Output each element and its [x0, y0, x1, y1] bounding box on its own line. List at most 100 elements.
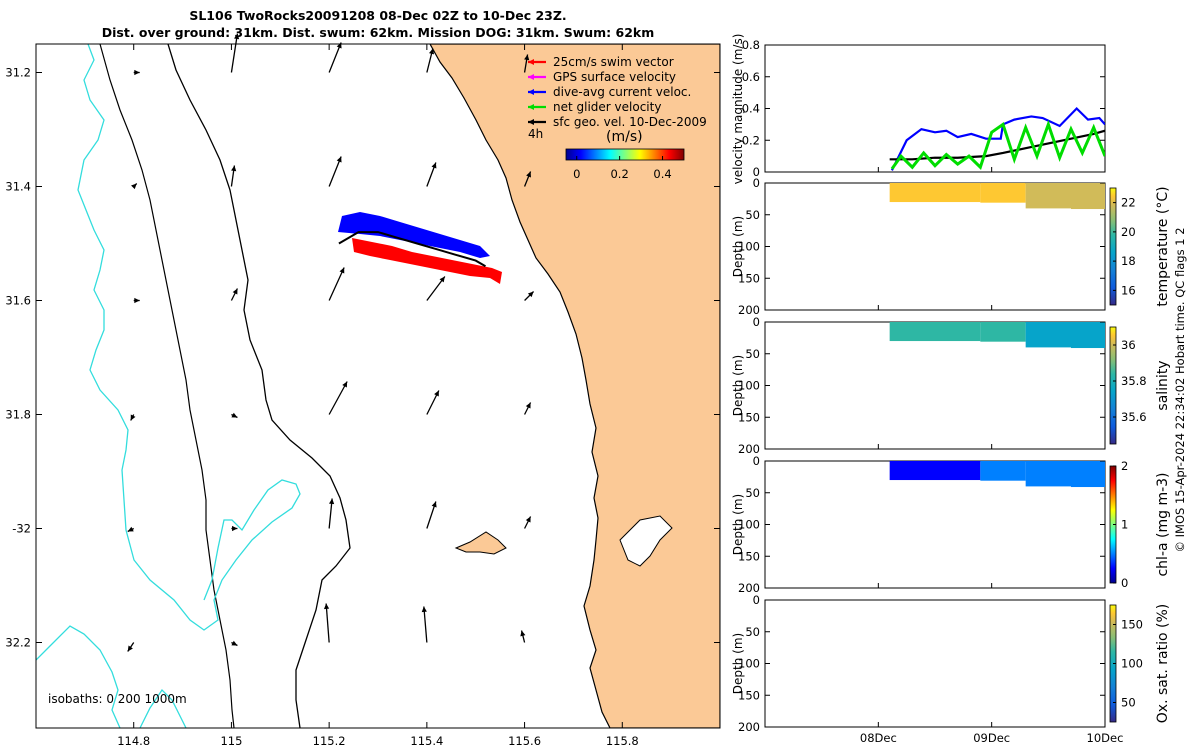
- depth-axes: [764, 599, 1106, 728]
- isobath-deep-3: [139, 688, 187, 728]
- map-xtick-label: 115.4: [410, 734, 443, 748]
- depth-colorbar-tick-label: 150: [1121, 618, 1143, 632]
- depth-cell: [980, 461, 1026, 481]
- depth-colorbar-label: chl-a (mg m-3): [1155, 472, 1171, 576]
- velocity-ytick-label: 0.4: [742, 102, 760, 116]
- map-ytick-label: 32.2: [5, 636, 31, 650]
- depth-cell: [980, 322, 1026, 342]
- depth-ytick-label: 200: [738, 303, 760, 317]
- map-ytick-label: 31.2: [5, 66, 31, 80]
- estuary: [619, 515, 673, 567]
- map-xtick-label: 115.8: [606, 734, 639, 748]
- isobath-1000: [99, 44, 235, 728]
- depth-xtick-label: 10Dec: [1087, 731, 1124, 745]
- velocity-ytick-label: 0.8: [742, 38, 760, 52]
- velocity-axes: [764, 44, 1106, 173]
- chart-title-line2: Dist. over ground: 31km. Dist. swum: 62k…: [102, 25, 655, 40]
- depth-ytick-label: 200: [738, 720, 760, 734]
- depth-cell: [935, 461, 981, 481]
- depth-ytick-label: 150: [738, 410, 760, 424]
- velocity-ytick-label: 0.2: [742, 133, 760, 147]
- geo-vector-head: [525, 516, 531, 523]
- depth-colorbar-label: salinity: [1155, 360, 1171, 410]
- depth-cell: [889, 183, 935, 203]
- depth-colorbar-tick-label: 36: [1121, 338, 1136, 352]
- depth-ytick-label: 50: [745, 347, 760, 361]
- depth-cell: [935, 322, 981, 342]
- isobath-deep: [77, 44, 301, 631]
- depth-ylabel: Depth (m): [731, 216, 745, 277]
- depth-ytick-label: 0: [753, 176, 760, 190]
- depth-colorbar-tick-label: 1: [1121, 518, 1128, 532]
- geo-vector-head: [525, 402, 531, 409]
- isobath-200: [167, 44, 351, 728]
- velocity-series-2: [890, 119, 1105, 171]
- geo-vector-head: [520, 630, 526, 637]
- velocity-colorbar: [565, 148, 685, 161]
- depth-panel-1: 0 50 100 150 200 Depth (m) 35.6 35.8 36 salinity: [731, 315, 1171, 456]
- colorbar-tick-label: 0.2: [610, 167, 628, 181]
- velocity-series-0: [890, 106, 1105, 171]
- geo-vector-arrow: [328, 381, 348, 415]
- depth-colorbar-tick-label: 0: [1121, 576, 1128, 590]
- depth-colorbar: [1109, 326, 1117, 445]
- swim-swath: [352, 238, 502, 284]
- legend-swatch-head: [528, 74, 534, 80]
- colorbar-unit-label: (m/s): [606, 129, 643, 145]
- island: [454, 531, 507, 555]
- map-ytick-label: 31.4: [5, 180, 31, 194]
- geo-vector-head: [232, 288, 238, 295]
- geo-vector-arrow: [328, 267, 345, 301]
- glider-track: [338, 231, 486, 268]
- depth-xtick-label: 08Dec: [860, 731, 897, 745]
- geo-vector-head: [421, 606, 427, 613]
- geo-vector-head: [323, 603, 330, 610]
- geo-vector-head: [231, 165, 237, 172]
- map-xtick-label: 114.8: [117, 734, 150, 748]
- map-xtick-label: 115.6: [508, 734, 541, 748]
- depth-cell: [980, 183, 1026, 203]
- depth-ylabel: Depth (m): [731, 633, 745, 694]
- geo-vector-head: [336, 156, 342, 163]
- legend-entry-label: dive-avg current veloc.: [553, 85, 691, 99]
- geo-vector-head: [134, 297, 140, 304]
- velocity-ytick-label: 0.6: [742, 70, 760, 84]
- geo-vector-head: [232, 525, 238, 532]
- map-ytick-label: 31.6: [5, 294, 31, 308]
- depth-cell: [1071, 461, 1105, 488]
- geo-vector-arrow: [230, 33, 239, 73]
- geo-vector-head: [429, 48, 435, 55]
- legend-entry-label: sfc geo. vel. 10-Dec-2009: [553, 115, 707, 129]
- geo-vector-head: [329, 498, 335, 505]
- depth-ytick-label: 0: [753, 593, 760, 607]
- depth-ytick-label: 200: [738, 442, 760, 456]
- legend-swatch-head: [528, 119, 534, 125]
- geo-vector-head: [127, 645, 133, 652]
- depth-ytick-label: 0: [753, 315, 760, 329]
- depth-ytick-label: 150: [738, 549, 760, 563]
- map-frame: [35, 43, 721, 729]
- colorbar-tick-label: 0: [573, 167, 580, 181]
- legend-swatch-head: [528, 104, 534, 110]
- depth-cell: [889, 461, 935, 481]
- geo-vector-head: [131, 183, 137, 190]
- geo-vector-head: [234, 33, 240, 40]
- geo-vector-head: [231, 640, 238, 646]
- map-xtick-label: 115.2: [313, 734, 346, 748]
- depth-colorbar-tick-label: 35.6: [1121, 410, 1147, 424]
- geo-vector-head: [339, 267, 345, 274]
- depth-ytick-label: 50: [745, 486, 760, 500]
- depth-ytick-label: 50: [745, 208, 760, 222]
- isobath-note: isobaths: 0 200 1000m: [48, 692, 187, 706]
- depth-cell: [1025, 322, 1071, 348]
- depth-colorbar-tick-label: 35.8: [1121, 374, 1147, 388]
- map-xtick-label: 115: [220, 734, 242, 748]
- depth-cell: [889, 322, 935, 342]
- depth-xtick-label: 09Dec: [973, 731, 1010, 745]
- legend-interval-label: 4h: [528, 127, 543, 141]
- depth-colorbar-tick-label: 18: [1121, 254, 1136, 268]
- depth-colorbar-tick-label: 16: [1121, 283, 1136, 297]
